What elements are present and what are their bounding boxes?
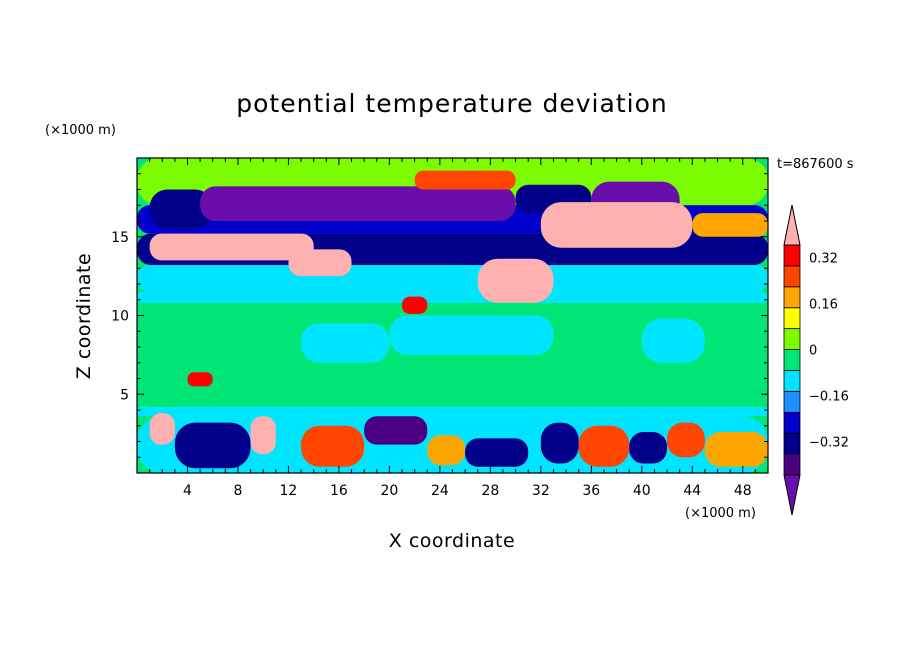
- contour-region-8: [414, 170, 516, 190]
- contour-region-30: [629, 432, 668, 464]
- colorbar-tick-label: −0.16: [809, 390, 849, 405]
- colorbar-bin: [783, 265, 801, 288]
- contour-region-17: [301, 323, 390, 363]
- contour-region-6: [149, 189, 213, 229]
- x-tick-label: 28: [481, 483, 499, 499]
- colorbar-bin: [783, 390, 801, 413]
- contour-region-22: [174, 422, 251, 469]
- contour-region-15: [477, 258, 554, 303]
- x-tick-label: 4: [183, 483, 192, 499]
- contour-region-16: [402, 296, 428, 314]
- contour-region-23: [250, 416, 276, 455]
- contour-region-19: [641, 318, 705, 363]
- y-tick-label: 5: [120, 387, 129, 403]
- contour-region-13: [288, 249, 352, 277]
- x-tick-label: 44: [683, 483, 701, 499]
- colorbar-bin: [783, 370, 801, 392]
- colorbar-bin: [783, 307, 801, 330]
- y-tick-label: 15: [111, 230, 129, 246]
- contour-region-3: [137, 265, 768, 292]
- contour-region-27: [465, 438, 529, 467]
- x-axis-label: X coordinate: [389, 530, 515, 552]
- x-tick-label: 24: [431, 483, 449, 499]
- contour-region-31: [667, 422, 705, 458]
- contour-region-4: [137, 291, 768, 303]
- y-axis-label: Z coordinate: [73, 253, 95, 379]
- contour-region-24: [301, 425, 365, 467]
- colorbar-bin: [783, 411, 801, 434]
- x-tick-label: 8: [233, 483, 242, 499]
- x-tick-label: 12: [280, 483, 298, 499]
- colorbar-bin: [783, 328, 801, 350]
- x-tick-label: 20: [380, 483, 398, 499]
- contour-region-32: [704, 432, 768, 467]
- colorbar-min-triangle: [783, 474, 801, 516]
- x-tick-label: 40: [633, 483, 651, 499]
- colorbar-tick-label: −0.32: [809, 436, 849, 451]
- contour-region-5: [137, 406, 768, 417]
- contour-region-11: [692, 213, 768, 237]
- colorbar-tick-label: 0: [809, 344, 817, 359]
- colorbar-bin: [783, 286, 801, 309]
- contour-region-25: [364, 416, 428, 445]
- chart-title: potential temperature deviation: [236, 89, 667, 118]
- contour-region-12: [149, 233, 314, 261]
- y-unit-label: (×1000 m): [45, 123, 116, 138]
- x-tick-label: 32: [532, 483, 550, 499]
- colorbar-bin: [783, 244, 801, 267]
- x-tick-label: 48: [734, 483, 752, 499]
- contour-region-26: [427, 435, 466, 466]
- x-tick-label: 36: [582, 483, 600, 499]
- y-tick-label: 10: [111, 309, 129, 325]
- contour-region-28: [540, 422, 579, 464]
- colorbar-bin: [783, 453, 801, 476]
- contour-region-18: [389, 315, 554, 355]
- colorbar-max-triangle: [783, 204, 801, 246]
- x-tick-label: 16: [330, 483, 348, 499]
- colorbar-tick-label: 0.16: [809, 298, 838, 313]
- x-unit-label: (×1000 m): [685, 506, 756, 521]
- contour-region-33: [187, 372, 213, 387]
- contour-region-29: [578, 425, 630, 467]
- contour-region-7: [200, 186, 516, 221]
- time-label: t=867600 s: [777, 157, 854, 172]
- colorbar-tick-label: 0.32: [809, 252, 838, 267]
- contour-region-14: [540, 202, 693, 248]
- contour-region-21: [149, 413, 175, 445]
- colorbar: −0.32 −0.16 0 0.16 0.32: [783, 204, 849, 516]
- colorbar-bin: [783, 349, 801, 371]
- plot-area: [137, 158, 768, 473]
- colorbar-bin: [783, 432, 801, 455]
